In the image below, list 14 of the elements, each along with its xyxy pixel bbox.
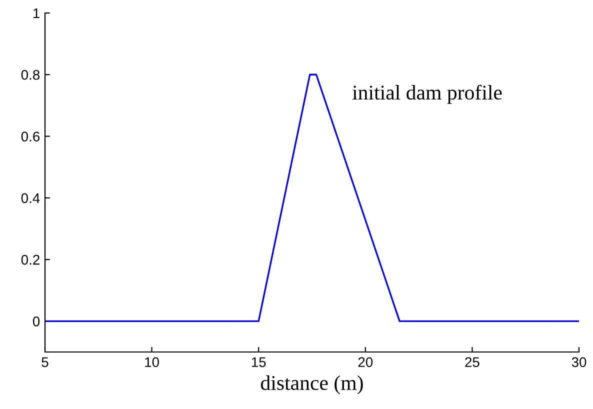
x-axis-title: distance (m) xyxy=(260,375,363,394)
y-tick-label: 0 xyxy=(32,316,40,326)
y-tick-label: 0.6 xyxy=(21,132,40,142)
x-tick-label: 5 xyxy=(42,357,48,368)
x-tick-label: 20 xyxy=(358,357,373,368)
annotation: initial dam profile xyxy=(352,84,502,104)
x-tick-label: 30 xyxy=(572,357,586,368)
x-tick-label: 15 xyxy=(252,357,266,368)
y-tick-label: 0.2 xyxy=(21,254,40,265)
x-tick-label: 10 xyxy=(145,357,159,368)
y-tick-label: 1 xyxy=(33,8,40,18)
x-tick-label: 25 xyxy=(465,357,480,368)
y-tick-label: 0.8 xyxy=(21,70,40,80)
y-tick-label: 0.4 xyxy=(21,193,40,204)
